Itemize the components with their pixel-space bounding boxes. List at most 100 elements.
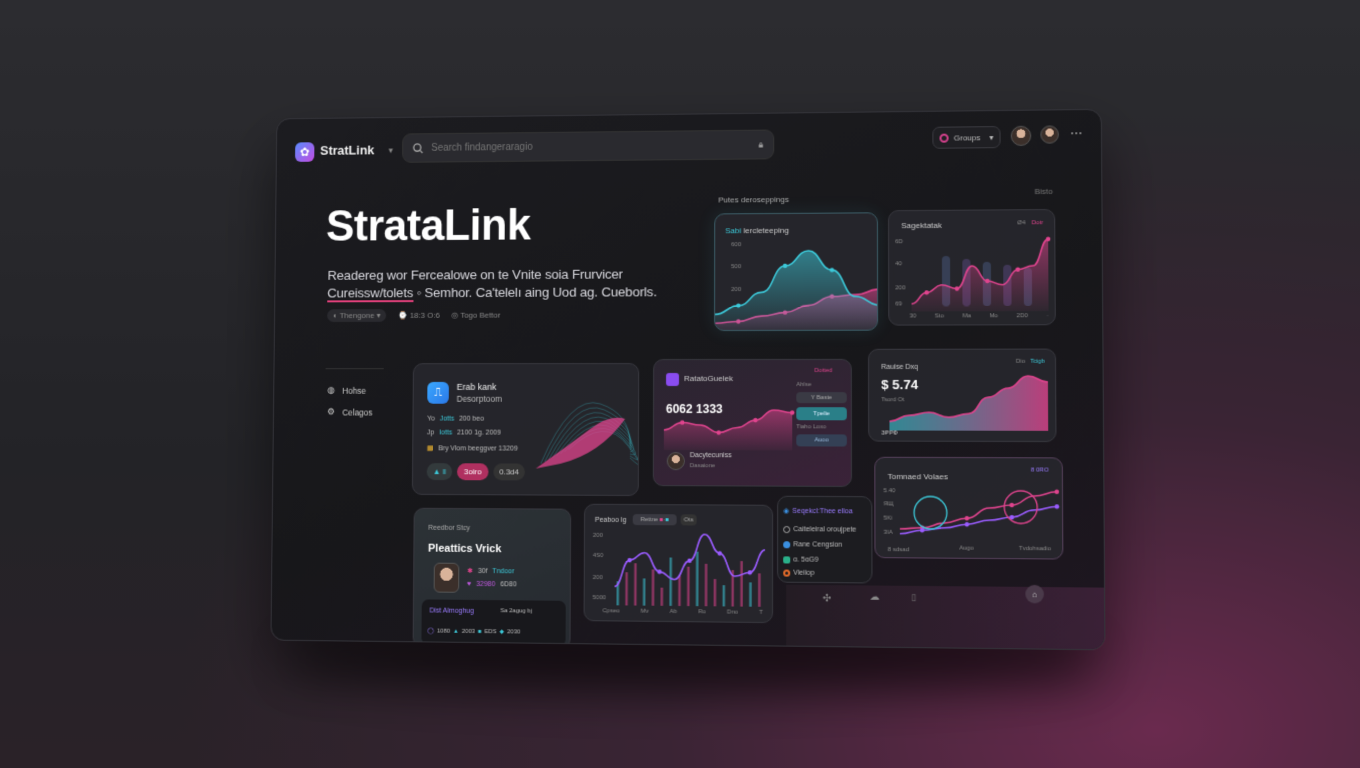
focus-ring <box>914 496 947 529</box>
hero-link[interactable]: Cureissw/tolets <box>327 285 413 302</box>
tag-meta[interactable]: ◎ Togo Bettor <box>451 311 500 320</box>
card-erab-kank[interactable]: ⎍ Erab kank Desorptoom Yo Jotts 200 beo Jp… <box>412 363 639 496</box>
value-pill-button[interactable]: 0.3d4 <box>493 463 525 480</box>
globe-icon: ◍ <box>327 385 334 396</box>
bar <box>625 572 628 605</box>
info-row: Yo Jotts 200 beo <box>427 416 484 423</box>
search-bar[interactable]: 🔒︎ <box>402 129 774 162</box>
card-teal-chart[interactable]: Sabi lercleteeping 600 500 200 <box>714 212 878 331</box>
card-tomnaed-values[interactable]: Tomnaed Volaes 8 0RO 5.40 ЯЩ 5Ki 3IA 8 s… <box>874 457 1063 560</box>
card-h-xticks: Cpseo Mv Ab Ro Dno T <box>602 608 762 616</box>
pink-series-point <box>1016 267 1021 271</box>
bin-icon[interactable]: ▯ <box>911 592 916 603</box>
section-label: Putes deroseppings <box>718 195 789 205</box>
sidebar-item-home[interactable]: ◍ Hohse <box>327 385 366 396</box>
card-ratato[interactable]: RatatoGuelek Dotted 6062 1333 Dacytecuni… <box>653 359 852 487</box>
cloud-icon[interactable]: ☁ <box>869 592 879 603</box>
info-row: ▦ Bry Vlom beeggver 13209 <box>427 444 518 452</box>
tab-ots[interactable]: Ots <box>681 514 697 525</box>
avatar-secondary[interactable] <box>1040 125 1059 143</box>
trend-button[interactable]: ▲ ll <box>427 463 453 480</box>
list-item[interactable]: Vieiiop <box>783 570 814 577</box>
series-2-point <box>920 528 925 533</box>
line-series-point <box>657 570 661 574</box>
card-line-chart[interactable]: Peaboo lg Rettne ■ · ■ Ots 200 4S0 200 500… <box>584 504 774 623</box>
teal-series-area <box>715 250 878 331</box>
puzzle-icon[interactable]: ✣ <box>823 593 832 604</box>
sidebar-item-categories[interactable]: ⚙ Celagos <box>327 407 372 418</box>
bar <box>740 561 743 607</box>
card-panel: Dist Almoghug Sa 2agug bj ◯ 1080 ▲ 2003 ■ EDS… <box>421 599 565 646</box>
card-pink-chart[interactable]: Sagektatak Ø4 Dotr 6D 40 200 69 30 Sto Ma M… <box>888 209 1056 326</box>
hero-line-1: Readereg wor Fercealowe on te Vnite soia… <box>327 265 656 284</box>
info-row: Jp Iotts 2100 1g. 2009 <box>427 429 501 436</box>
bar <box>634 563 637 605</box>
more-icon[interactable]: ⋯ <box>1070 126 1082 140</box>
pink-series-point <box>924 290 928 294</box>
chevron-down-icon[interactable]: ▾ <box>389 145 393 156</box>
hero-title: StrataLink <box>326 201 531 251</box>
bar <box>696 552 699 607</box>
card-heading: Pleattics Vrick <box>428 543 501 556</box>
coins-icon: ▦ <box>427 444 434 452</box>
hero-subtitle: Readereg wor Fercealowe on te Vnite soia… <box>327 265 657 302</box>
bar <box>678 576 681 606</box>
pink-series-point <box>753 418 757 422</box>
pink-series-point <box>680 420 684 424</box>
bar <box>714 579 717 606</box>
hero-line-2: ◦ Semhor. Ca'telelı aing Uod ag. Cueborl… <box>413 284 657 300</box>
focus-ring <box>1004 491 1037 524</box>
person-photo <box>434 563 460 593</box>
bottom-bar <box>786 585 1105 651</box>
groups-label: Groups <box>954 133 981 142</box>
app-icon: ⎍ <box>427 382 449 404</box>
primary-pill-button[interactable]: 3oiro <box>457 463 489 480</box>
hero-meta: ◐ Thengone ▾ ⌚ 18:3 O:6 ◎ Togo Bettor <box>327 309 500 322</box>
person-avatar <box>667 452 685 470</box>
bar <box>705 564 708 606</box>
list-item[interactable]: Rane Cengsion <box>783 541 842 549</box>
brand-name[interactable]: StratLink <box>320 143 374 158</box>
groups-icon <box>939 133 948 142</box>
app-logo-icon[interactable]: ✿ <box>295 142 314 162</box>
card-title: Erab kank <box>457 382 497 392</box>
section-right-label[interactable]: Bisto <box>1035 187 1053 196</box>
series-1-point <box>965 516 970 521</box>
line-series-point <box>627 558 631 562</box>
3d-mesh-graphic <box>531 374 639 484</box>
chevron-down-icon: ▾ <box>989 133 993 142</box>
bar <box>687 567 690 606</box>
pink-series-point <box>790 410 794 414</box>
mesh-ribbon <box>536 418 625 469</box>
groups-dropdown[interactable]: Groups ▾ <box>932 126 1000 149</box>
teal-series-point <box>830 268 834 272</box>
avatar[interactable] <box>1011 126 1032 146</box>
teal-series-point <box>736 303 740 307</box>
theme-dropdown[interactable]: ◐ Thengone ▾ <box>327 309 386 322</box>
series-2-point <box>965 522 970 527</box>
bar <box>652 569 655 605</box>
tab-group[interactable]: Rettne ■ · ■ <box>633 514 677 525</box>
card-plattics[interactable]: Reedbor Stcy Pleattics Vrick ✱ 30f Tndoor … <box>413 508 572 649</box>
list-item[interactable]: Caiteleiral oroujpete <box>783 526 856 534</box>
pink-series-point <box>1046 237 1051 241</box>
card-subtitle: Desorptoom <box>457 394 502 404</box>
pink-series-point <box>955 286 960 290</box>
side-item-active[interactable]: Tpelie <box>796 407 847 420</box>
series-1-point <box>1055 490 1060 495</box>
side-menu: Ahlse Y Baste Tpelie Tiaho Loxo Auoo <box>796 382 847 447</box>
card-list[interactable]: ◉ Seqekcl:Thee elloa Caiteleiral oroujpet… <box>777 496 872 584</box>
search-icon <box>413 143 424 154</box>
bar <box>669 558 672 606</box>
card-revenue[interactable]: Rauise Dxq Dio Tcigb $ 5.74 Tsord Ot ЗРР… <box>868 349 1057 443</box>
side-item[interactable]: Auoo <box>796 434 847 446</box>
lock-button-icon[interactable]: ⌂ <box>1025 585 1044 604</box>
list-item[interactable]: ɑ. 5ɑG9 <box>783 556 818 563</box>
side-item[interactable]: Y Baste <box>796 392 847 403</box>
search-input[interactable] <box>431 139 750 153</box>
sidebar-divider <box>326 368 384 369</box>
line-series-point <box>748 570 752 574</box>
lock-icon[interactable]: 🔒︎ <box>758 139 763 150</box>
bar <box>749 582 752 606</box>
revenue-series-area <box>889 376 1048 431</box>
